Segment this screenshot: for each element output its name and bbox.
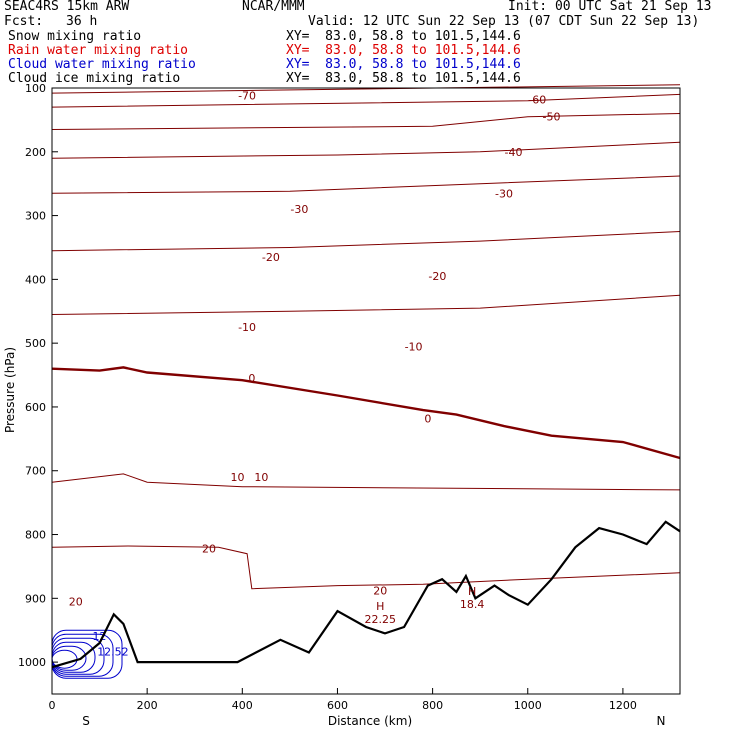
high-value-label: 22.25 (365, 613, 397, 626)
legend-rain-xy: XY= 83.0, 58.8 to 101.5,144.6 (286, 43, 521, 58)
freezing-level-label: 0 (424, 412, 431, 425)
isotherm-label: -10 (238, 321, 256, 334)
high-marker: H (468, 585, 476, 598)
isotherm-label: 10 (254, 471, 268, 484)
high-marker: H (376, 600, 384, 613)
isotherm-line (51, 231, 681, 252)
y-tick-label: 600 (25, 401, 46, 414)
isotherm-line (51, 84, 681, 94)
y-tick-label: 900 (25, 592, 46, 605)
freezing-level-line (51, 366, 681, 460)
valid-time: Valid: 12 UTC Sun 22 Sep 13 (07 CDT Sun … (308, 14, 700, 29)
legend-cloud-ice-name: Cloud ice mixing ratio (8, 71, 181, 86)
legend-snow-xy: XY= 83.0, 58.8 to 101.5,144.6 (286, 29, 521, 44)
y-tick-label: 800 (25, 529, 46, 542)
y-tick-label: 1000 (18, 656, 46, 669)
x-tick-label: 1200 (609, 699, 637, 712)
isotherm-label: 20 (69, 596, 83, 609)
freezing-level-label: 0 (248, 372, 255, 385)
isotherm-line (51, 545, 681, 590)
model-name: SEAC4RS 15km ARW (4, 0, 130, 14)
legend-snow-name: Snow mixing ratio (8, 29, 142, 44)
org-name: NCAR/MMM (242, 0, 305, 14)
isotherm-line (51, 141, 681, 159)
isotherm-line (51, 93, 681, 108)
isotherm-line (51, 473, 681, 491)
x-left-end-label: S (82, 714, 90, 728)
terrain-line (51, 520, 681, 669)
axis-layer: 0 200 400 600 800 1000 12001002003004005006007… (18, 82, 637, 712)
isotherm-label: -50 (543, 111, 561, 124)
legend-rain-name: Rain water mixing ratio (8, 43, 189, 58)
forecast-label: Fcst: (4, 14, 44, 29)
x-tick-label: 1000 (514, 699, 542, 712)
y-tick-label: 700 (25, 465, 46, 478)
isotherm-label: -30 (290, 203, 308, 216)
legend-cloud-water-xy: XY= 83.0, 58.8 to 101.5,144.6 (286, 57, 521, 72)
isotherm-label: -40 (505, 146, 523, 159)
y-tick-label: 400 (25, 273, 46, 286)
cloud-value-label: 12.52 (97, 646, 128, 659)
y-tick-label: 100 (25, 82, 46, 95)
y-axis-label: Pressure (hPa) (3, 347, 17, 433)
x-axis-label: Distance (km) (328, 714, 412, 728)
x-tick-label: 200 (137, 699, 158, 712)
x-tick-label: 800 (422, 699, 443, 712)
isotherm-line (51, 175, 681, 194)
isotherm-label: 20 (373, 585, 387, 598)
legend-cloud-ice-xy: XY= 83.0, 58.8 to 101.5,144.6 (286, 71, 521, 86)
isotherm-label: -20 (428, 270, 446, 283)
x-tick-label: 0 (49, 699, 56, 712)
plot-frame (51, 87, 681, 695)
y-tick-label: 500 (25, 337, 46, 350)
high-value-label: 18.4 (460, 598, 485, 611)
isotherm-label: 20 (202, 543, 216, 556)
isotherm-label: -30 (495, 187, 513, 200)
legend-cloud-water-name: Cloud water mixing ratio (8, 57, 196, 72)
isotherm-label: -20 (262, 251, 280, 264)
y-tick-label: 300 (25, 210, 46, 223)
isotherm-label: -10 (405, 340, 423, 353)
isotherm-label: -70 (238, 90, 256, 103)
isotherm-label: -60 (528, 93, 546, 106)
cloud-value-label: 12 (92, 630, 106, 643)
init-time: Init: 00 UTC Sat 21 Sep 13 (508, 0, 712, 14)
cloud-water-contours: 12 12.52 (51, 629, 129, 679)
y-tick-label: 200 (25, 146, 46, 159)
isotherm-line (51, 113, 681, 130)
isotherm-label: 10 (231, 471, 245, 484)
x-tick-label: 600 (327, 699, 348, 712)
isotherm-layer: -70 -60 -50 -40 -30 -30 -20 -20 -10 -10 10 10 20 20 20… (51, 84, 681, 609)
x-tick-label: 400 (232, 699, 253, 712)
forecast-hours: 36 h (66, 14, 98, 29)
isotherm-line (51, 294, 681, 315)
x-right-end-label: N (657, 714, 666, 728)
